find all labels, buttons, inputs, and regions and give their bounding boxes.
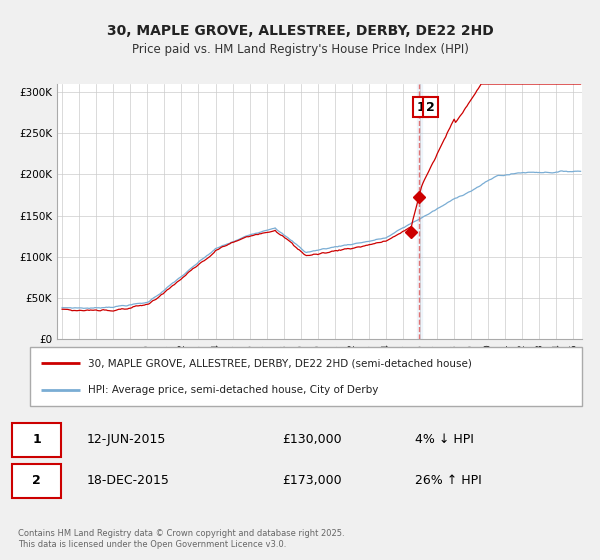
FancyBboxPatch shape <box>12 464 61 498</box>
Text: £173,000: £173,000 <box>283 474 343 487</box>
Text: 2: 2 <box>426 100 434 114</box>
Text: 4% ↓ HPI: 4% ↓ HPI <box>415 433 474 446</box>
Text: 1: 1 <box>32 433 41 446</box>
Bar <box>417 84 422 339</box>
FancyBboxPatch shape <box>12 423 61 457</box>
Text: Contains HM Land Registry data © Crown copyright and database right 2025.
This d: Contains HM Land Registry data © Crown c… <box>18 529 344 549</box>
Text: Price paid vs. HM Land Registry's House Price Index (HPI): Price paid vs. HM Land Registry's House … <box>131 43 469 56</box>
Text: 1: 1 <box>416 100 425 114</box>
Text: 2: 2 <box>32 474 41 487</box>
Text: 26% ↑ HPI: 26% ↑ HPI <box>415 474 482 487</box>
Text: £130,000: £130,000 <box>283 433 343 446</box>
Text: 30, MAPLE GROVE, ALLESTREE, DERBY, DE22 2HD: 30, MAPLE GROVE, ALLESTREE, DERBY, DE22 … <box>107 24 493 38</box>
FancyBboxPatch shape <box>30 347 582 406</box>
Text: HPI: Average price, semi-detached house, City of Derby: HPI: Average price, semi-detached house,… <box>88 385 379 395</box>
Text: 12-JUN-2015: 12-JUN-2015 <box>87 433 166 446</box>
Text: 18-DEC-2015: 18-DEC-2015 <box>87 474 170 487</box>
Text: 30, MAPLE GROVE, ALLESTREE, DERBY, DE22 2HD (semi-detached house): 30, MAPLE GROVE, ALLESTREE, DERBY, DE22 … <box>88 358 472 368</box>
